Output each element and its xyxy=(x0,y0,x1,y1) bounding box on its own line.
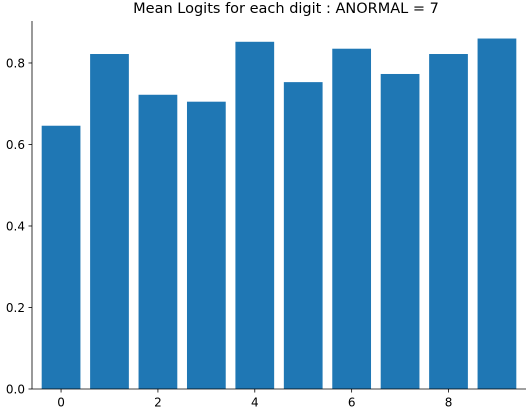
x-tick-label: 4 xyxy=(251,396,259,410)
bar-9 xyxy=(477,38,517,390)
bar-1 xyxy=(90,54,129,389)
y-tick-label: 0.2 xyxy=(6,301,25,315)
y-tick-label: 0.8 xyxy=(6,56,25,70)
x-tick-label: 0 xyxy=(57,396,65,410)
y-tick-label: 0.6 xyxy=(6,138,25,152)
chart-title: Mean Logits for each digit : ANORMAL = 7 xyxy=(133,1,439,17)
x-tick-label: 8 xyxy=(445,396,453,410)
bar-3 xyxy=(186,101,226,389)
bar-2 xyxy=(138,94,178,390)
y-tick-label: 0.4 xyxy=(6,219,25,233)
bar-7 xyxy=(380,73,420,390)
bars-group xyxy=(41,38,517,390)
bar-4 xyxy=(235,41,275,389)
axes-group: 0 2 4 6 8 0.0 0.2 0.4 0.6 0.8 xyxy=(6,21,526,410)
bar-6 xyxy=(332,48,372,390)
bar-8 xyxy=(429,54,468,389)
y-tick-label: 0.0 xyxy=(6,382,25,396)
bar-5 xyxy=(283,82,323,389)
x-tick-label: 2 xyxy=(154,396,162,410)
x-tick-label: 6 xyxy=(348,396,356,410)
bar-0 xyxy=(41,125,81,390)
